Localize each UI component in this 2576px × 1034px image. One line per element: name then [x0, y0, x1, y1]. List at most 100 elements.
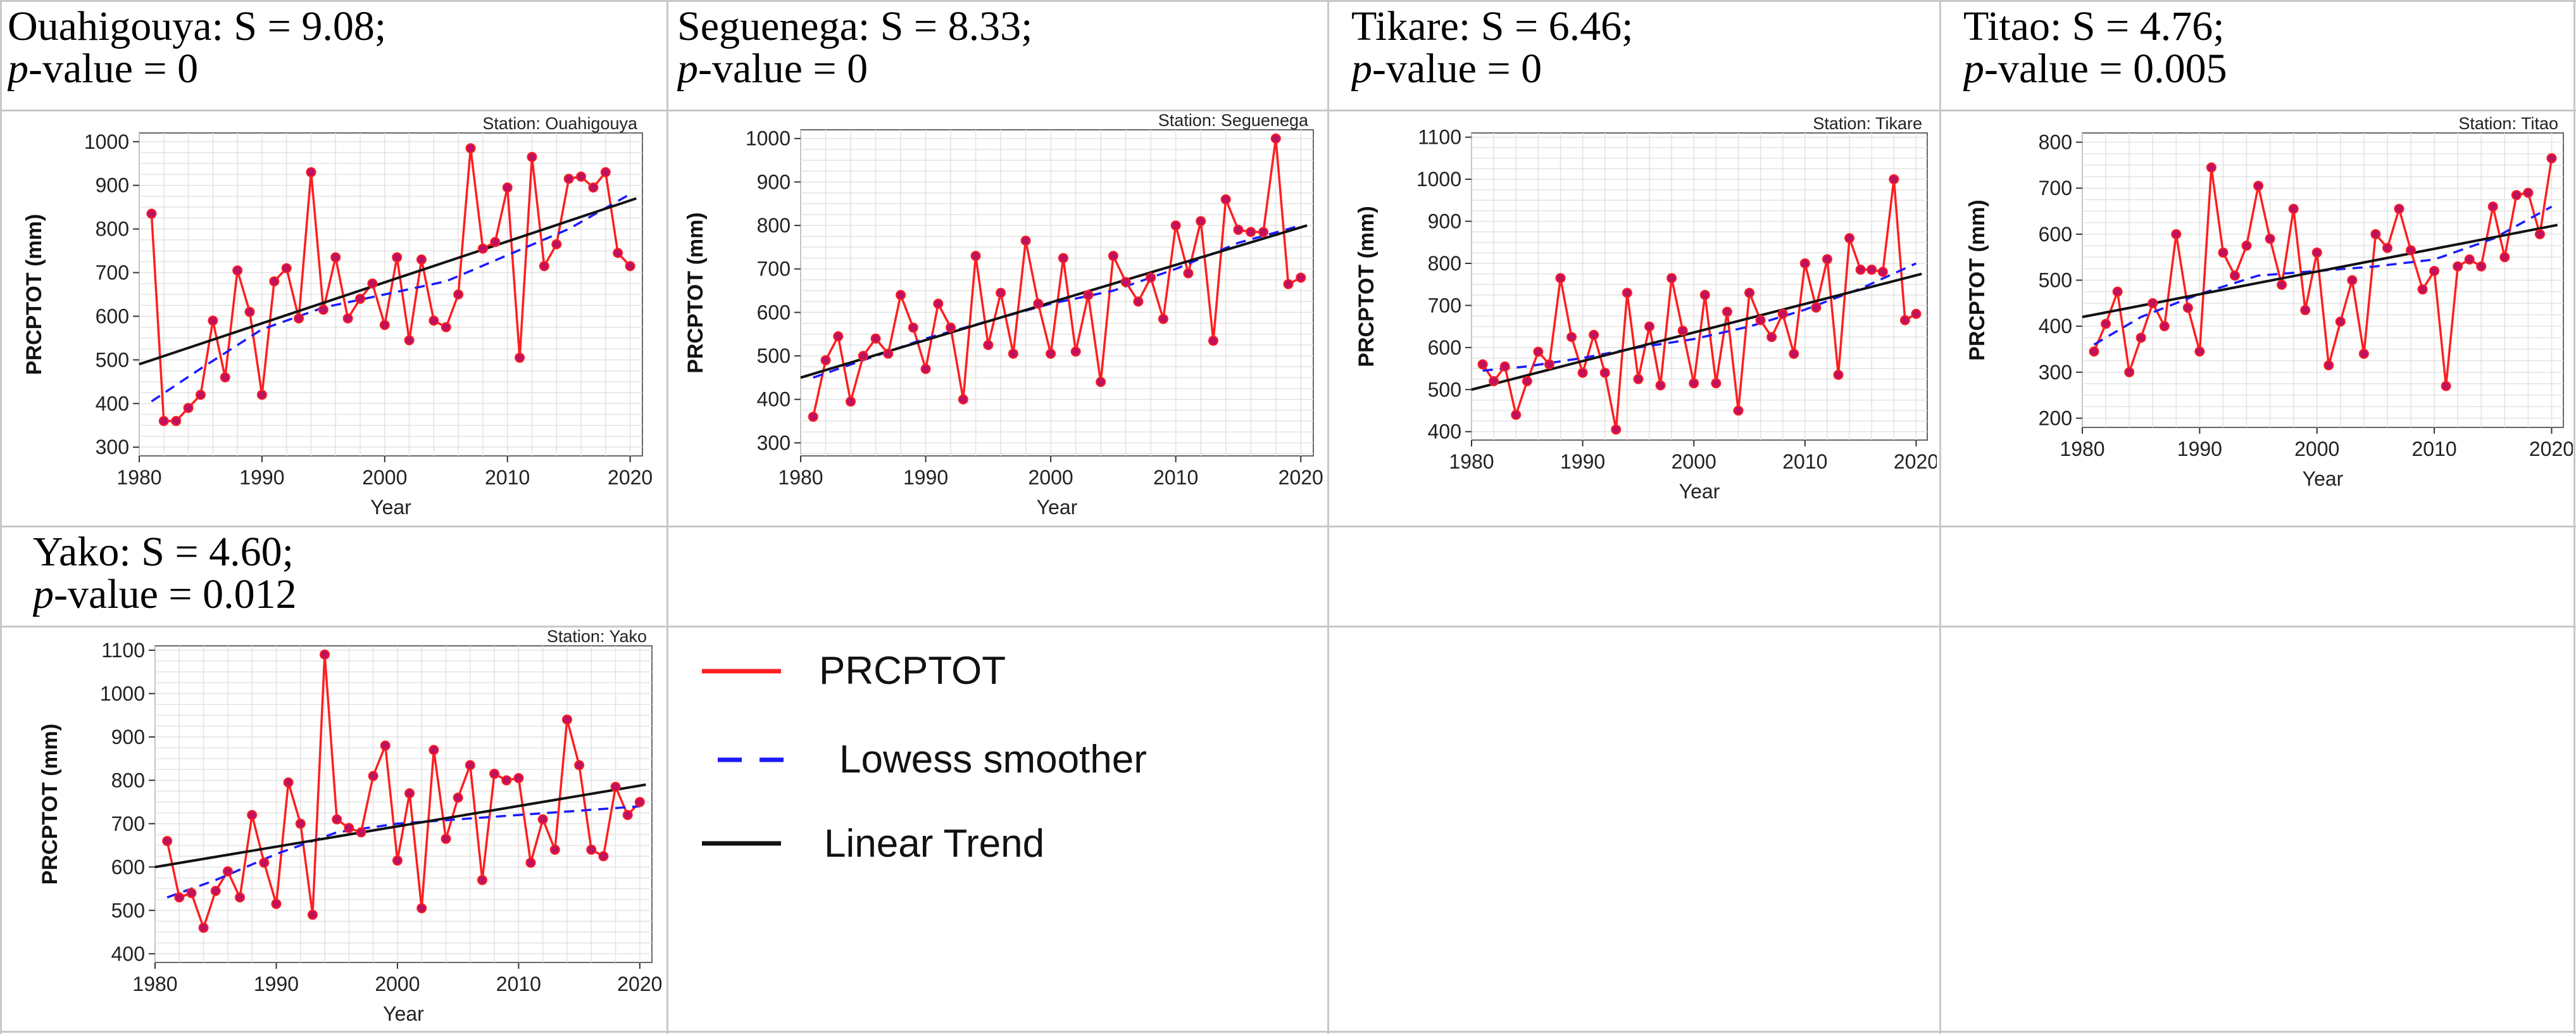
- y-tick-label: 600: [2039, 223, 2072, 246]
- data-point: [306, 167, 316, 178]
- lowess-smoother-line: [166, 805, 641, 898]
- y-tick-label: 700: [757, 258, 791, 281]
- data-point: [2335, 316, 2346, 327]
- data-point: [2241, 241, 2252, 251]
- title-stat: Ouahigouya: S = 9.08;: [8, 4, 387, 49]
- data-point: [1158, 313, 1168, 324]
- inner-station-title: Station: Tikare: [1813, 114, 1922, 133]
- linear-trend-line: [2082, 224, 2558, 318]
- data-point: [2265, 234, 2275, 244]
- data-point: [1611, 424, 1622, 435]
- y-tick-label: 400: [757, 388, 791, 411]
- data-point: [833, 331, 844, 342]
- chart-title-ouahigouya: Ouahigouya: S = 9.08; p-value = 0: [8, 4, 663, 108]
- y-tick-label: 1100: [1418, 126, 1461, 149]
- data-point: [515, 352, 525, 363]
- data-point: [1058, 253, 1068, 263]
- title-pvalue: p-value = 0: [677, 46, 868, 92]
- data-point: [588, 182, 599, 193]
- data-point: [1196, 216, 1206, 227]
- x-tick-label: 1980: [132, 973, 177, 995]
- x-axis-label: Year: [2303, 467, 2344, 490]
- data-point: [808, 412, 818, 422]
- data-point: [610, 781, 621, 792]
- data-point: [2394, 203, 2404, 214]
- x-tick-label: 2000: [2294, 438, 2339, 460]
- data-point: [392, 252, 403, 263]
- inner-station-title: Station: Titao: [2458, 114, 2558, 133]
- y-axis-label: PRCPTOT (mm): [684, 212, 708, 373]
- data-point: [2218, 247, 2229, 258]
- x-axis-label: Year: [383, 1002, 424, 1025]
- data-point: [1622, 287, 1632, 298]
- y-tick-label: 1000: [100, 682, 145, 705]
- data-point: [1120, 277, 1131, 287]
- data-point: [1833, 370, 1844, 381]
- data-point: [318, 305, 328, 315]
- data-point: [600, 167, 611, 178]
- x-tick-label: 2020: [608, 466, 652, 489]
- data-point: [1689, 378, 1699, 389]
- data-point: [2546, 153, 2557, 163]
- data-point: [2206, 162, 2216, 173]
- y-tick-label: 200: [2039, 407, 2072, 429]
- data-point: [2382, 243, 2392, 253]
- data-point: [1699, 289, 1710, 300]
- data-point: [342, 313, 353, 324]
- data-point: [2406, 245, 2417, 256]
- data-point: [1666, 273, 1677, 284]
- legend-lowess-label: Lowess smoother: [839, 738, 1147, 781]
- data-point: [2171, 229, 2182, 239]
- data-point: [2358, 348, 2369, 359]
- y-tick-label: 900: [1428, 210, 1461, 233]
- title-stat: Yako: S = 4.60;: [33, 529, 294, 575]
- data-point: [1183, 268, 1194, 279]
- data-point: [2311, 247, 2322, 258]
- data-point: [174, 892, 185, 903]
- data-point: [2453, 261, 2463, 272]
- data-point: [625, 261, 635, 272]
- y-tick-label: 600: [111, 855, 145, 878]
- data-point: [162, 836, 173, 847]
- y-tick-label: 1000: [746, 127, 791, 150]
- data-point: [465, 143, 476, 154]
- data-point: [1555, 273, 1566, 284]
- y-tick-label: 800: [1428, 252, 1461, 275]
- data-point: [1577, 367, 1588, 378]
- y-tick-label: 300: [2039, 361, 2072, 384]
- data-point: [1511, 410, 1522, 420]
- data-point: [561, 714, 572, 725]
- prcptot-series-line: [2092, 158, 2553, 388]
- data-point: [1477, 359, 1488, 370]
- y-tick-label: 1000: [1416, 168, 1461, 191]
- chart-tikare: Station: Tikare 1980 1990 2000 2010 2020 400 50…: [1354, 114, 1937, 503]
- data-point: [551, 239, 562, 249]
- data-point: [294, 313, 304, 324]
- data-point: [2347, 275, 2358, 286]
- data-point: [186, 888, 197, 898]
- data-point: [846, 396, 856, 407]
- data-point: [1899, 315, 1910, 325]
- y-tick-label: 400: [2039, 315, 2072, 337]
- data-point: [1033, 298, 1044, 309]
- table-row-divider: [0, 526, 2576, 527]
- y-tick-label: 700: [2039, 177, 2072, 199]
- y-tick-label: 700: [111, 812, 145, 835]
- data-point: [1744, 287, 1755, 298]
- data-point: [2487, 201, 2498, 212]
- data-point: [996, 287, 1006, 298]
- inner-station-title: Station: Seguenega: [1158, 111, 1309, 130]
- y-tick-label: 800: [96, 218, 129, 241]
- data-point: [2534, 229, 2545, 239]
- data-point: [220, 372, 230, 382]
- data-point: [501, 775, 512, 786]
- x-tick-label: 1980: [116, 466, 161, 489]
- data-point: [269, 276, 280, 287]
- data-point: [2253, 180, 2264, 191]
- data-point: [1499, 361, 1510, 372]
- y-tick-label: 600: [96, 305, 129, 327]
- prcptot-series-line: [812, 137, 1302, 417]
- data-point: [549, 844, 560, 855]
- data-point: [933, 298, 944, 309]
- y-tick-label: 500: [111, 899, 145, 922]
